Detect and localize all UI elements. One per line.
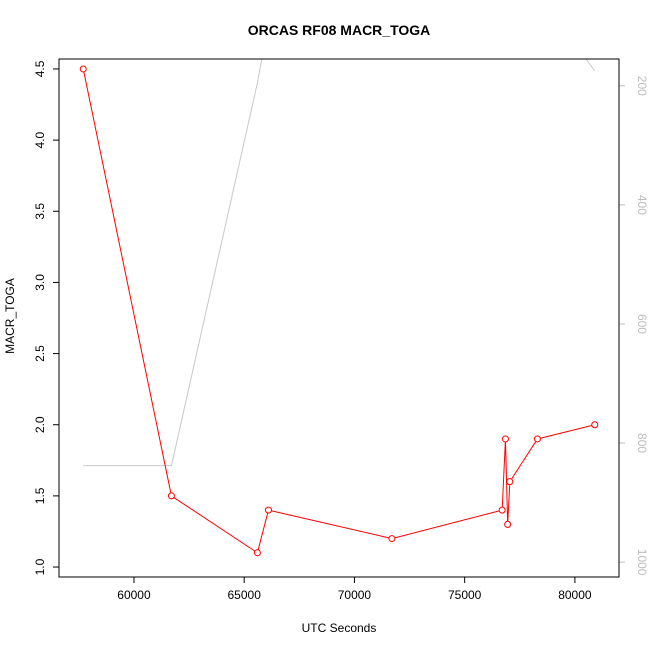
y-tick-label: 4.5 bbox=[33, 60, 47, 77]
x-tick-label: 75000 bbox=[448, 588, 482, 602]
x-tick-label: 80000 bbox=[558, 588, 592, 602]
x-tick-label: 60000 bbox=[117, 588, 151, 602]
secondary-series-layer bbox=[83, 58, 596, 467]
y-tick-label: 1.5 bbox=[33, 487, 47, 504]
y-tick-label: 3.0 bbox=[33, 274, 47, 291]
x-tick-label: 70000 bbox=[338, 588, 372, 602]
data-point bbox=[388, 535, 396, 543]
x-axis-label: UTC Seconds bbox=[302, 621, 377, 635]
y-tick-label: 2.5 bbox=[33, 345, 47, 362]
y-axis-label: MACR_TOGA bbox=[3, 278, 17, 354]
right-tick-label: 1000 bbox=[635, 549, 649, 576]
plot-frame bbox=[58, 58, 620, 578]
right-tick-label: 600 bbox=[635, 314, 649, 334]
secondary-series-line bbox=[83, 58, 596, 467]
series-layer bbox=[79, 65, 599, 557]
data-point bbox=[253, 549, 261, 557]
series-line bbox=[82, 68, 595, 554]
x-tick-label: 65000 bbox=[228, 588, 262, 602]
axes-layer: 60000 65000 70000 75000 80000 1.0 1.5 2.0 2.5 3.0… bbox=[33, 60, 649, 602]
data-point bbox=[506, 478, 514, 486]
y-tick-label: 4.0 bbox=[33, 131, 47, 148]
right-tick-label: 200 bbox=[635, 76, 649, 96]
right-tick-label: 800 bbox=[635, 433, 649, 453]
data-point bbox=[591, 421, 599, 429]
data-point bbox=[167, 492, 175, 500]
y-tick-label: 2.0 bbox=[33, 416, 47, 433]
chart-title: ORCAS RF08 MACR_TOGA bbox=[248, 22, 431, 38]
data-point bbox=[498, 506, 506, 514]
data-point bbox=[504, 520, 512, 528]
y-tick-label: 1.0 bbox=[33, 558, 47, 575]
data-point bbox=[501, 435, 509, 443]
right-tick-label: 400 bbox=[635, 195, 649, 215]
y-tick-label: 3.5 bbox=[33, 203, 47, 220]
data-point bbox=[79, 65, 87, 73]
data-point bbox=[533, 435, 541, 443]
data-point bbox=[264, 506, 272, 514]
